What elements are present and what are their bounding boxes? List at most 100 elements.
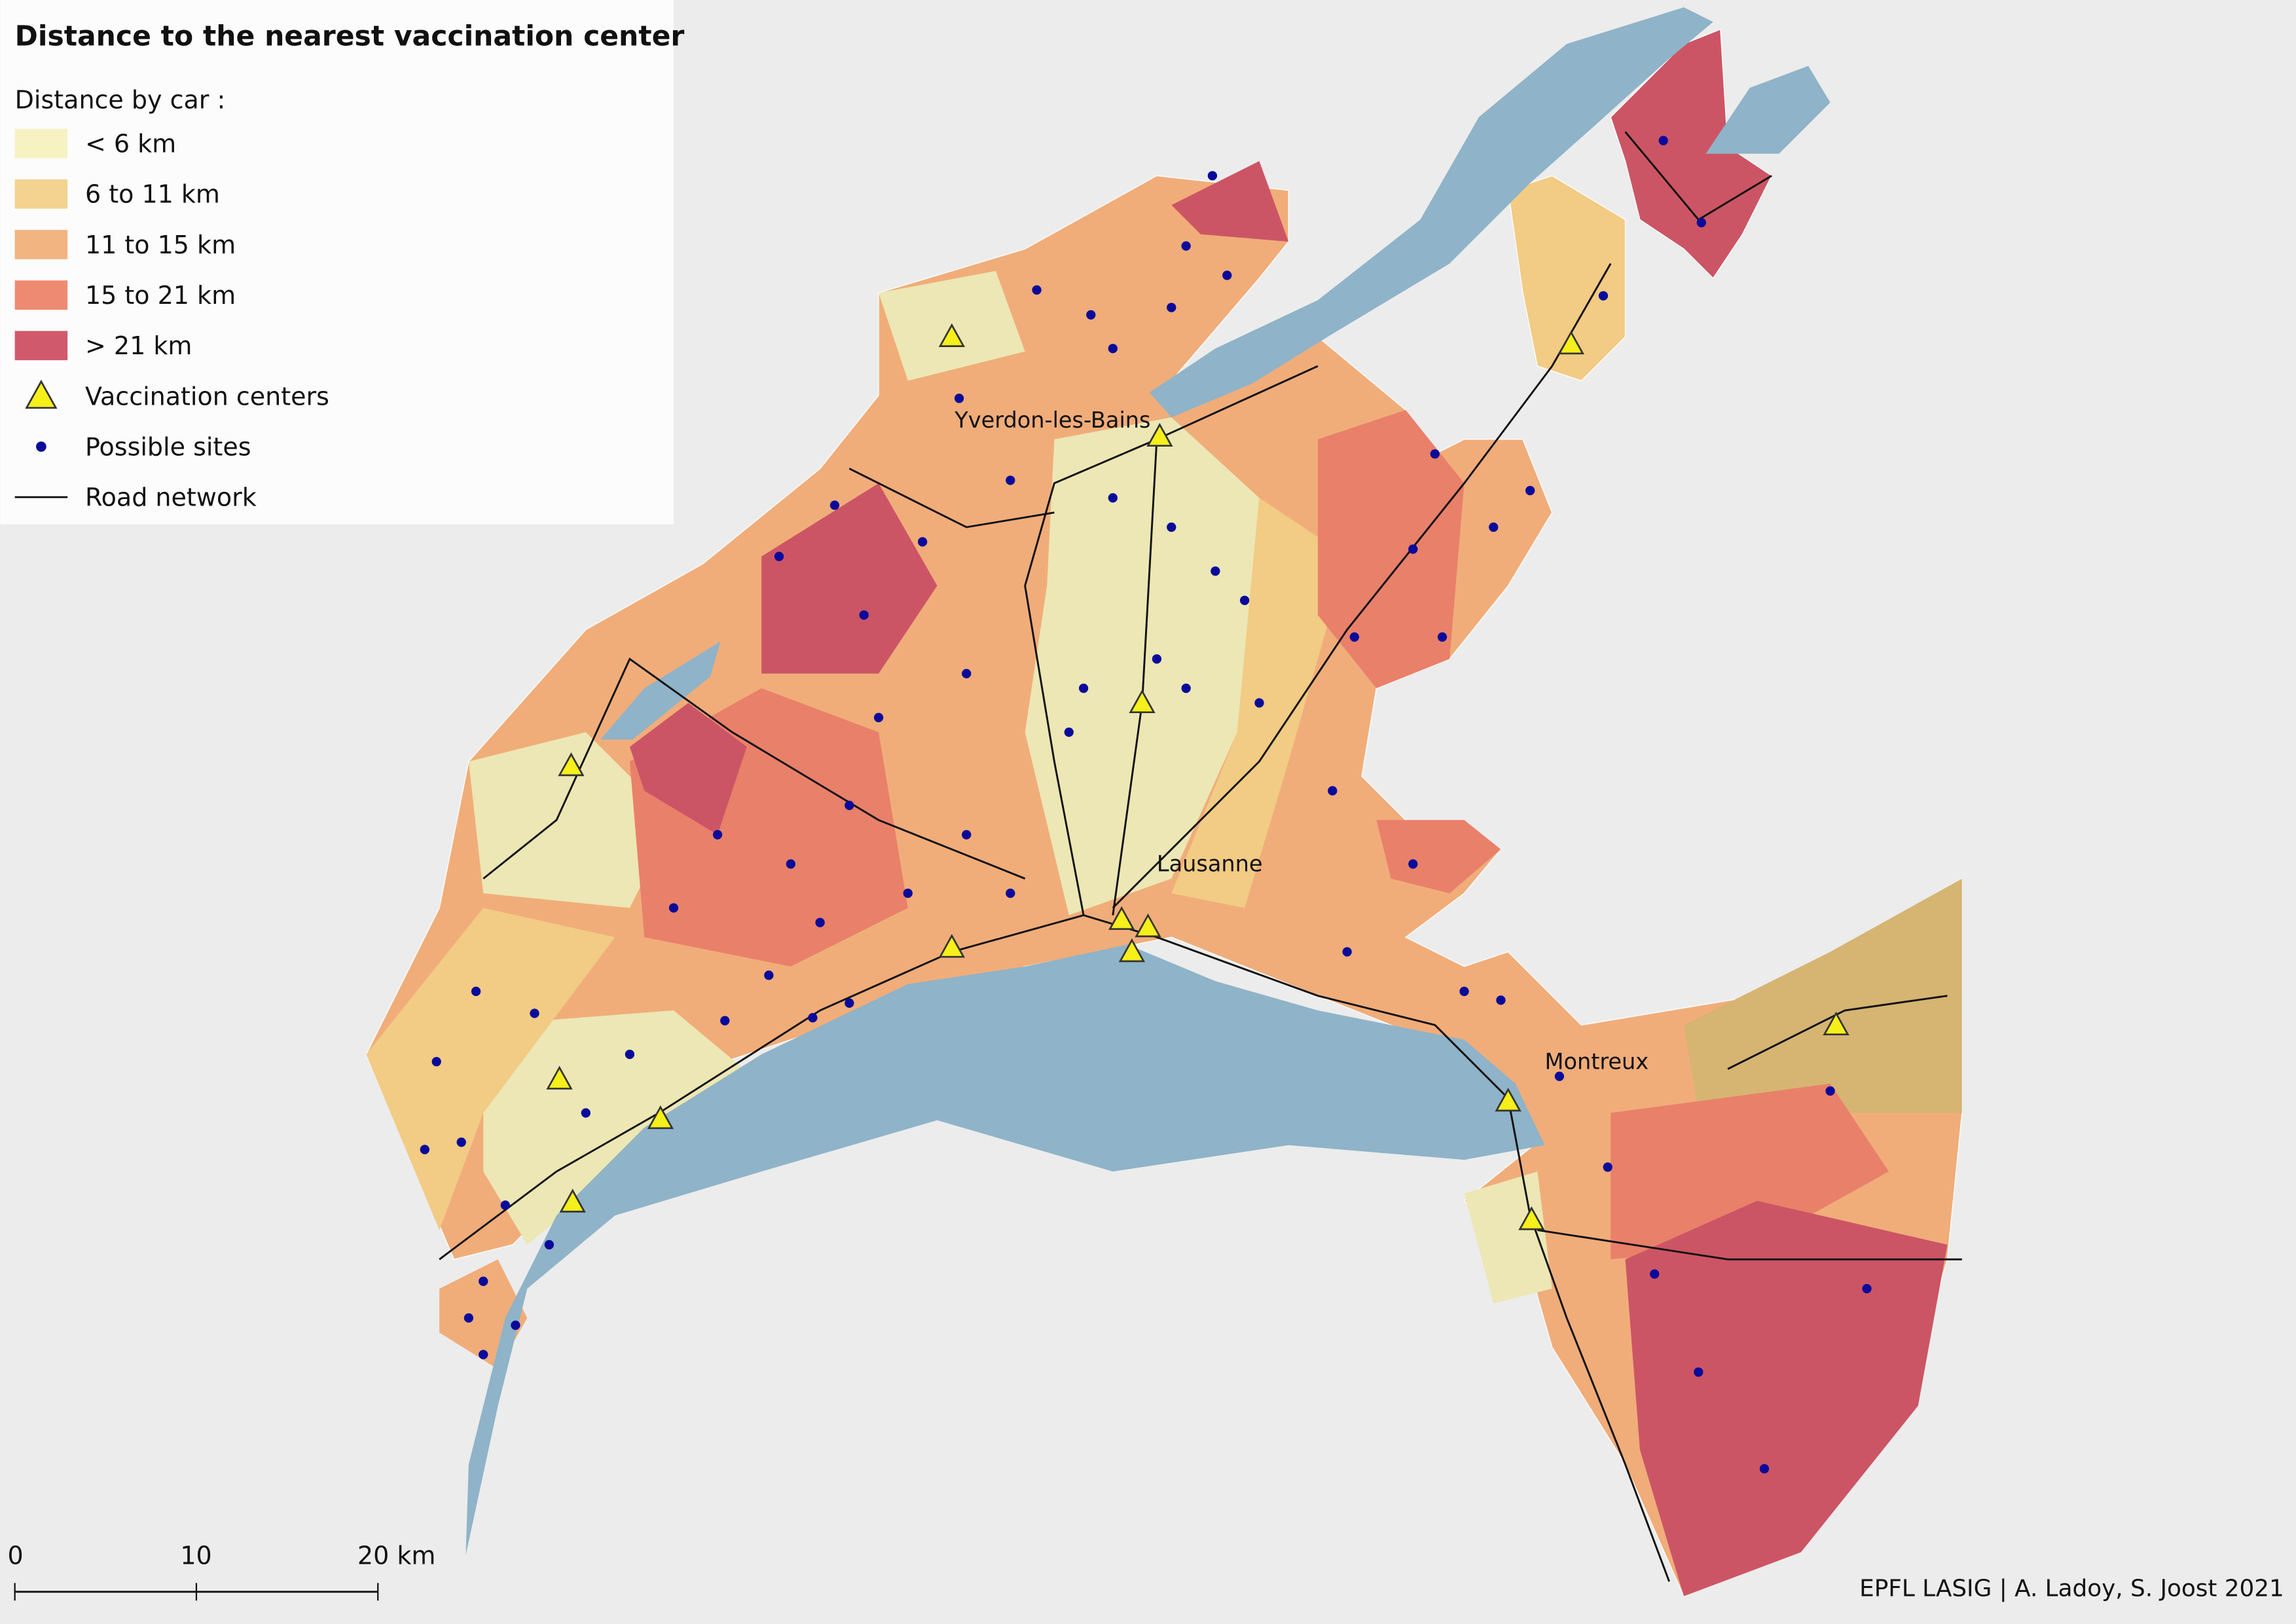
possible-site xyxy=(625,1049,635,1060)
possible-site xyxy=(1759,1464,1770,1474)
possible-site xyxy=(786,859,796,869)
possible-site xyxy=(1211,566,1220,576)
possible-site xyxy=(1239,595,1250,606)
legend-label: Possible sites xyxy=(85,432,251,461)
possible-site xyxy=(1078,683,1089,693)
vaccination-center xyxy=(1823,1011,1850,1036)
possible-site xyxy=(581,1108,591,1118)
possible-site xyxy=(954,394,964,403)
vaccination-center xyxy=(558,752,585,777)
vaccination-center xyxy=(559,1189,586,1213)
legend-label: 11 to 15 km xyxy=(85,231,236,259)
possible-site xyxy=(1650,1269,1660,1279)
vaccination-center xyxy=(1518,1206,1545,1230)
road xyxy=(1024,365,1319,915)
zone-15-21 xyxy=(1317,410,1465,689)
legend-swatch xyxy=(14,179,68,209)
possible-site xyxy=(808,1013,818,1023)
possible-site xyxy=(1825,1086,1835,1096)
zone-over-21 xyxy=(1625,1200,1948,1596)
vaccination-center xyxy=(938,323,966,347)
possible-site xyxy=(1167,522,1176,532)
vaccination-center xyxy=(647,1105,674,1130)
possible-site xyxy=(1554,1071,1565,1081)
possible-site xyxy=(962,669,972,678)
zone-over-21 xyxy=(629,703,747,835)
legend-label: 6 to 11 km xyxy=(85,180,220,209)
possible-site xyxy=(917,537,928,547)
possible-site xyxy=(1408,859,1418,869)
possible-site xyxy=(471,986,481,997)
possible-site xyxy=(1430,449,1440,459)
credit: EPFL LASIG | A. Ladoy, S. Joost 2021 xyxy=(1859,1576,2284,1602)
possible-sites xyxy=(420,136,1872,1474)
vaccination-center xyxy=(1495,1088,1522,1112)
possible-site xyxy=(431,1057,441,1067)
vaccination-center xyxy=(1146,422,1173,447)
road xyxy=(1537,1229,1962,1261)
zone-over-21 xyxy=(761,483,938,674)
vaccination-center xyxy=(1118,938,1146,963)
road xyxy=(1727,995,1948,1070)
possible-site xyxy=(903,888,913,898)
road xyxy=(439,914,1670,1582)
possible-site xyxy=(1437,632,1448,642)
possible-site xyxy=(1598,291,1609,301)
possible-site xyxy=(500,1200,510,1210)
broye xyxy=(1507,175,1626,382)
zone-under-6 xyxy=(483,1010,762,1245)
road xyxy=(848,468,1055,528)
possible-site xyxy=(1064,727,1074,737)
possible-site xyxy=(479,1350,488,1359)
possible-site xyxy=(1032,285,1042,295)
enclave xyxy=(1376,820,1501,894)
possible-site xyxy=(1694,1367,1704,1377)
possible-site xyxy=(464,1313,474,1323)
legend-label: 15 to 21 km xyxy=(85,281,236,310)
legend-dot xyxy=(36,441,46,452)
possible-site xyxy=(1603,1162,1613,1172)
possible-site xyxy=(1525,485,1535,496)
legend-items: < 6 km 6 to 11 km 11 to 15 km 15 to 21 km > … xyxy=(14,128,329,512)
scale-bar: 0 10 20 km xyxy=(7,1541,435,1601)
possible-site xyxy=(668,903,679,913)
vaccination-center xyxy=(1129,689,1156,714)
lakes xyxy=(465,7,1831,1555)
vaccination-center xyxy=(546,1065,573,1090)
scale-label: 10 xyxy=(180,1541,211,1570)
legend-label: < 6 km xyxy=(85,130,176,158)
possible-site xyxy=(1496,995,1506,1005)
possible-site xyxy=(815,917,825,927)
place-labels: Yverdon-les-Bains Lausanne Montreux xyxy=(954,407,1649,1074)
vaccination-center xyxy=(1558,330,1584,355)
zone-6-11 xyxy=(1683,878,1962,1113)
possible-site xyxy=(1658,136,1668,145)
vaccination-center xyxy=(1108,906,1135,931)
possible-site xyxy=(859,610,869,620)
possible-site xyxy=(1862,1283,1872,1294)
possible-site xyxy=(1408,544,1418,554)
possible-site xyxy=(962,830,972,840)
zone-under-6 xyxy=(1025,417,1260,915)
place-label: Yverdon-les-Bains xyxy=(954,407,1150,433)
legend-box xyxy=(0,0,674,525)
possible-site xyxy=(1459,986,1469,997)
vaccination-center xyxy=(938,934,966,958)
scale-label: 0 xyxy=(7,1541,23,1570)
road xyxy=(483,657,1026,880)
possible-site xyxy=(764,970,774,980)
possible-site xyxy=(544,1240,555,1249)
legend-swatch xyxy=(14,128,68,158)
map-title: Distance to the nearest vaccination cent… xyxy=(15,20,685,52)
possible-site xyxy=(845,800,854,811)
roads xyxy=(439,131,1962,1582)
canton xyxy=(365,28,1963,1597)
possible-site xyxy=(456,1137,466,1147)
zone-over-21 xyxy=(1171,160,1289,242)
possible-site xyxy=(1108,344,1118,354)
possible-site xyxy=(479,1276,488,1286)
possible-site xyxy=(1086,310,1096,320)
possible-site xyxy=(1207,171,1218,181)
possible-site xyxy=(1349,632,1359,642)
lake-neuchatel xyxy=(1149,7,1713,418)
